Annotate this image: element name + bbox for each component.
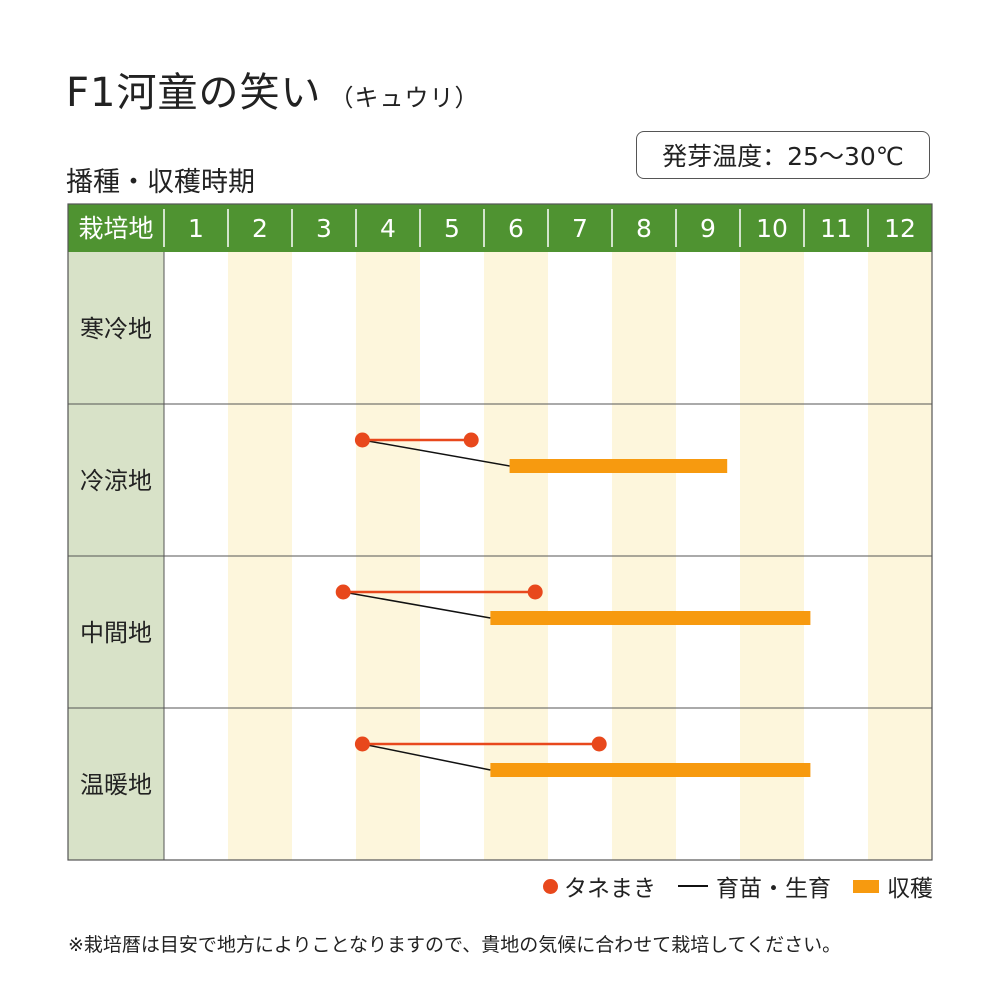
legend-sowing: タネまき xyxy=(543,869,656,903)
month-label: 7 xyxy=(572,214,588,243)
sowing-end-dot xyxy=(463,432,479,448)
seedling-line xyxy=(343,591,491,619)
month-label: 1 xyxy=(188,214,204,243)
legend-seedling-label: 育苗・生育 xyxy=(716,876,831,902)
month-label: 6 xyxy=(508,214,524,243)
seedling-line xyxy=(362,743,491,771)
region-label: 冷涼地 xyxy=(80,467,152,495)
title-subtitle: （キュウリ） xyxy=(329,84,480,112)
harvest-bar xyxy=(490,763,811,777)
sowing-end-dot xyxy=(527,584,543,600)
harvest-bar xyxy=(490,611,811,625)
region-label: 温暖地 xyxy=(80,771,152,799)
legend-harvest: 収穫 xyxy=(853,869,933,903)
sowing-start-dot xyxy=(354,736,370,752)
footnote: ※栽培暦は目安で地方によりことなりますので、貴地の気候に合わせて栽培してください… xyxy=(68,934,842,956)
month-label: 12 xyxy=(884,214,916,243)
region-label: 中間地 xyxy=(80,619,152,647)
month-label: 9 xyxy=(700,214,716,243)
seedling-line xyxy=(362,439,510,467)
table-border xyxy=(67,203,933,861)
legend-seedling-marker xyxy=(678,884,708,888)
legend-sowing-marker xyxy=(543,878,558,894)
month-label: 4 xyxy=(380,214,396,243)
region-label: 寒冷地 xyxy=(80,315,152,343)
month-label: 11 xyxy=(820,214,852,243)
sowing-start-dot xyxy=(335,584,351,600)
month-label: 2 xyxy=(252,214,268,243)
section-title: 播種・収穫時期 xyxy=(66,167,255,198)
legend-sowing-label: タネまき xyxy=(564,876,656,902)
legend-seedling: 育苗・生育 xyxy=(678,869,831,903)
harvest-bar xyxy=(509,459,728,473)
month-label: 3 xyxy=(316,214,332,243)
month-label: 8 xyxy=(636,214,652,243)
sowing-start-dot xyxy=(354,432,370,448)
header-row-bg xyxy=(68,204,932,252)
germination-temp-text: 発芽温度：25〜30℃ xyxy=(662,142,904,171)
title-text: F1河童の笑い xyxy=(66,70,322,116)
page-title: F1河童の笑い （キュウリ） xyxy=(66,60,479,118)
month-label: 10 xyxy=(756,214,788,243)
sowing-end-dot xyxy=(591,736,607,752)
germination-temp-box: 発芽温度：25〜30℃ xyxy=(636,131,930,179)
legend-harvest-label: 収穫 xyxy=(887,876,933,902)
header-region-label: 栽培地 xyxy=(78,214,153,243)
legend: タネまき 育苗・生育 収穫 xyxy=(508,868,933,904)
month-label: 5 xyxy=(444,214,460,243)
legend-harvest-marker xyxy=(853,879,879,893)
